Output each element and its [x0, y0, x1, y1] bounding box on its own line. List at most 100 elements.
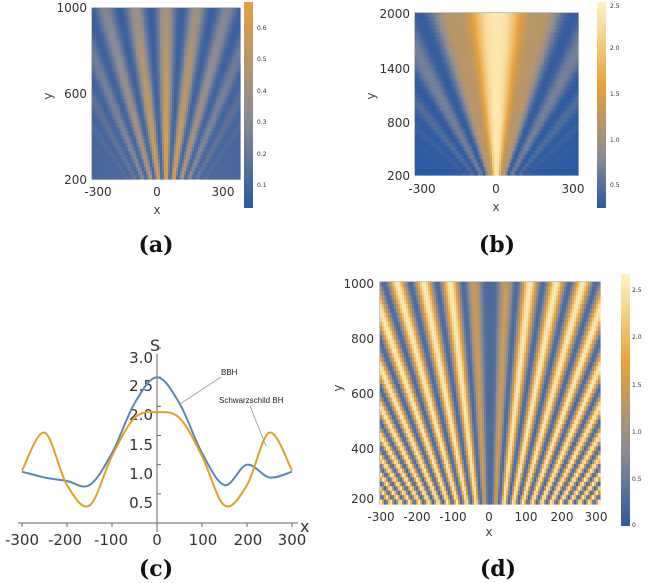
heatmap-a-cell	[166, 103, 169, 109]
heatmap-a-cell	[146, 103, 149, 109]
heatmap-b-cell	[525, 102, 529, 107]
heatmap-a-cell	[188, 103, 191, 109]
heatmap-a-cell	[234, 67, 237, 73]
heatmap-b-cell	[512, 81, 516, 87]
heatmap-a-cell	[146, 67, 149, 73]
heatmap-b-cell	[523, 94, 527, 99]
heatmap-b-cell	[539, 94, 543, 99]
heatmap-a-cell	[122, 163, 125, 168]
heatmap-b-cell	[503, 57, 507, 63]
heatmap-b-cell	[575, 53, 579, 59]
heatmap-a-cell	[138, 27, 141, 33]
heatmap-b-cell	[523, 33, 527, 38]
heatmap-b-cell	[482, 13, 486, 18]
heatmap-a-cell	[124, 51, 127, 57]
heatmap-b-cell	[553, 69, 556, 75]
heatmap-b-cell	[480, 45, 484, 51]
heatmap-b-cell	[476, 41, 479, 46]
heatmap-a-cell	[228, 111, 231, 116]
heatmap-a-cell	[174, 107, 177, 112]
heatmap-a-cell	[172, 131, 175, 136]
heatmap-a-cell	[164, 67, 167, 73]
heatmap-a-cell	[200, 59, 203, 65]
heatmap-a-cell	[194, 175, 197, 180]
heatmap-a-cell	[220, 115, 223, 120]
heatmap-b-cell	[417, 81, 421, 87]
heatmap-a-cell	[160, 131, 163, 136]
heatmap-b-cell	[564, 33, 568, 38]
heatmap-a-cell	[180, 67, 183, 73]
heatmap-a-cell	[156, 79, 159, 85]
heatmap-a-cell	[182, 119, 185, 124]
heatmap-a-cell	[224, 67, 227, 73]
heatmap-a-cell	[214, 83, 217, 89]
heatmap-b-cell	[498, 13, 502, 18]
heatmap-a-cell	[126, 31, 129, 37]
heatmap-a-cell	[154, 123, 157, 128]
heatmap-a-cell	[230, 75, 233, 81]
heatmap-a-cell	[184, 83, 187, 89]
heatmap-b-cell	[521, 89, 525, 95]
heatmap-b-cell	[553, 65, 556, 71]
heatmap-b-cell	[507, 45, 511, 51]
heatmap-a-cell	[108, 11, 111, 17]
heatmap-a-cell	[110, 159, 113, 164]
heatmap-b-cell	[430, 65, 434, 71]
heatmap-b-cell	[444, 73, 448, 79]
heatmap-b-cell	[519, 73, 522, 79]
heatmap-a-cell	[160, 55, 163, 61]
heatmap-b-cell	[421, 61, 425, 67]
heatmap-b-cell	[458, 29, 461, 34]
subfigure-label-a: (a)	[138, 232, 173, 258]
heatmap-a-cell	[128, 23, 131, 29]
heatmap-a-cell	[164, 155, 167, 160]
heatmap-b-cell	[557, 106, 561, 111]
heatmap-a-cell	[186, 59, 189, 65]
heatmap-a-cell	[130, 15, 133, 21]
heatmap-a-cell	[132, 39, 135, 45]
heatmap-a-cell	[214, 43, 217, 49]
heatmap-a-cell	[226, 39, 229, 45]
heatmap-b-cell	[525, 61, 529, 67]
heatmap-a-cell	[214, 87, 217, 93]
heatmap-b-cell	[462, 94, 466, 99]
heatmap-a-cell	[104, 135, 107, 140]
heatmap-b-cell	[557, 81, 561, 87]
heatmap-b-cell	[444, 57, 448, 63]
heatmap-b-cell	[460, 13, 464, 18]
heatmap-b-cell	[544, 94, 547, 99]
heatmap-b-cell	[528, 69, 532, 75]
heatmap-a-cell	[194, 163, 197, 168]
heatmap-a-cell	[112, 43, 115, 49]
heatmap-b-cell	[487, 13, 491, 18]
heatmap-b-cell	[564, 21, 568, 26]
heatmap-b-cell	[548, 106, 552, 111]
heatmap-a-cell	[120, 151, 123, 156]
heatmap-a-cell	[194, 27, 197, 33]
heatmap-b-cell	[491, 13, 495, 18]
heatmap-a-cell	[200, 111, 203, 116]
heatmap-a-cell	[224, 107, 227, 112]
heatmap-a-cell	[234, 23, 237, 29]
heatmap-a-cell	[236, 23, 239, 29]
heatmap-a-cell	[160, 147, 163, 152]
heatmap-a-cell	[208, 19, 211, 25]
heatmap-a-cell	[166, 171, 169, 176]
heatmap-a-cell	[98, 31, 101, 37]
heatmap-a-cell	[134, 139, 137, 144]
heatmap-b-cell	[426, 77, 430, 83]
heatmap-a-cell	[164, 135, 167, 140]
heatmap-a-cell	[100, 123, 103, 128]
heatmap-b-cell	[489, 94, 493, 99]
heatmap-a-cell	[136, 115, 139, 120]
heatmap-a-cell	[106, 15, 109, 21]
heatmap-b-cell	[458, 45, 461, 51]
heatmap-b-cell	[539, 53, 543, 59]
heatmap-a-cell	[202, 75, 205, 81]
heatmap-a-cell	[218, 171, 221, 176]
heatmap-a-cell	[224, 139, 227, 144]
heatmap-b-cell	[532, 21, 536, 26]
heatmap-a-cell	[176, 175, 179, 180]
heatmap-a-cell	[106, 99, 109, 105]
heatmap-a-cell	[112, 99, 115, 105]
